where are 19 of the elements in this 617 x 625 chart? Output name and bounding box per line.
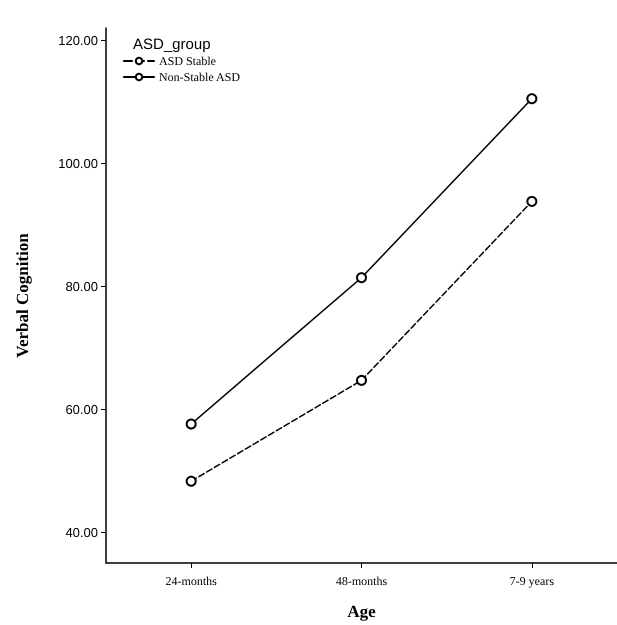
point — [526, 196, 538, 207]
y-tick-label: 40.00 — [65, 524, 98, 540]
point — [526, 93, 538, 104]
point — [186, 476, 197, 487]
x-tick-label: 24-months — [165, 574, 218, 588]
y-tick-label: 100.00 — [58, 156, 98, 171]
legend-label: Non-Stable ASD — [159, 70, 240, 84]
legend-title: ASD_group — [133, 36, 211, 53]
point — [186, 418, 197, 430]
legend-label: ASD Stable — [159, 54, 216, 68]
y-tick-label: 80.00 — [65, 278, 98, 294]
y-axis-title: Verbal Cognition — [13, 232, 32, 358]
y-tick-label: 120.00 — [58, 32, 98, 48]
x-tick-label: 7-9 years — [510, 574, 554, 588]
x-tick-label: 48-months — [336, 574, 388, 588]
point — [356, 272, 367, 284]
x-axis-title: Age — [347, 602, 376, 621]
point — [356, 374, 367, 386]
y-tick-label: 60.00 — [65, 402, 98, 417]
